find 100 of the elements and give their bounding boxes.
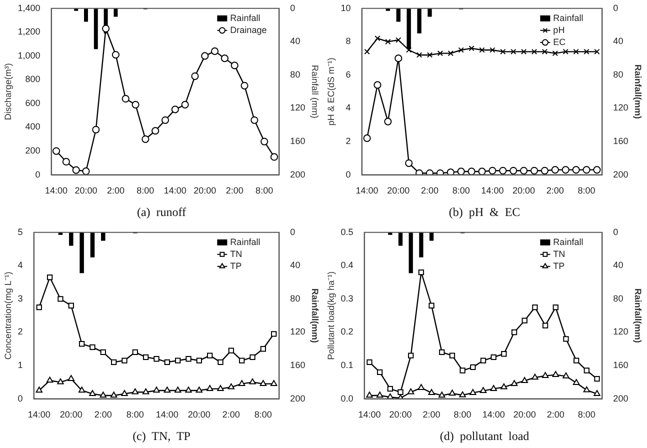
y-tick-label: 4 — [346, 102, 351, 113]
x-tick-label: 2:00 — [106, 186, 124, 196]
y-tick-label: 1 — [18, 360, 23, 370]
x-tick-label: 8:00 — [256, 186, 274, 196]
y-tick-label: 0 — [346, 169, 351, 180]
y-tick-label: 0.5 — [340, 226, 354, 237]
x-tick-label: 2:00 — [546, 186, 564, 196]
x-tick-label: 2:00 — [94, 410, 112, 420]
y2-axis-title: Rainfall(mm) — [633, 288, 644, 343]
x-tick-label: 20:00 — [513, 410, 536, 420]
text: (c) TN, TP — [132, 428, 191, 443]
x-tick-label: 14:00 — [28, 410, 50, 420]
x-tick-label: 8:00 — [136, 186, 154, 196]
x-tick-label: 8:00 — [578, 410, 596, 420]
y2-tick-label: 200 — [290, 169, 306, 180]
y2-tick-label: 160 — [290, 136, 306, 146]
y2-tick-label: 40 — [613, 260, 624, 270]
y2-tick-label: 200 — [290, 393, 306, 404]
y-tick-label: 400 — [25, 122, 40, 132]
y2-axis-title: Rainfall(mm) — [310, 288, 320, 343]
x-tick-label: 20:00 — [60, 410, 82, 420]
y2-tick-label: 0 — [290, 2, 296, 13]
y2-tick-label: 0 — [613, 2, 618, 13]
y-tick-label: 10 — [340, 2, 351, 13]
legend-label: Rainfall — [230, 236, 260, 247]
x-tick-label: 2:00 — [226, 186, 244, 196]
legend-label: Drainage — [230, 24, 267, 35]
y-tick-label: 0.0 — [340, 393, 354, 404]
legend-label: TN — [230, 248, 242, 259]
y2-tick-label: 160 — [290, 360, 306, 370]
legend-label: Rainfall — [230, 12, 260, 23]
y-axis-title: Concentration(mg L⁻¹) — [2, 272, 13, 360]
y-tick-label: 0.4 — [340, 260, 354, 270]
y2-tick-label: 80 — [613, 69, 624, 80]
x-tick-label: 20:00 — [387, 186, 410, 196]
legend-label: Rainfall — [553, 12, 584, 23]
y-tick-label: 1,000 — [18, 50, 40, 60]
text: (b) pH & EC — [448, 204, 520, 219]
x-tick-label: 8:00 — [452, 186, 470, 196]
y2-tick-label: 120 — [613, 326, 628, 337]
x-tick-label: 14:00 — [481, 186, 504, 196]
y-tick-label: 800 — [25, 74, 40, 84]
y-tick-label: 0 — [35, 169, 40, 180]
y-tick-label: 6 — [346, 69, 351, 80]
y-axis-title: Pollutant load(kg ha⁻¹) — [326, 271, 336, 360]
x-tick-label: 14:00 — [482, 410, 505, 420]
y2-tick-label: 200 — [613, 169, 628, 180]
x-tick-label: 14:00 — [45, 186, 68, 196]
x-tick-label: 14:00 — [356, 186, 378, 196]
y2-tick-label: 80 — [613, 293, 624, 304]
y-tick-label: 200 — [25, 146, 40, 156]
y2-tick-label: 80 — [290, 293, 300, 304]
x-tick-label: 8:00 — [454, 410, 472, 420]
legend-label: TP — [553, 260, 565, 271]
x-tick-label: 14:00 — [358, 410, 381, 420]
y-tick-label: 2 — [346, 136, 351, 146]
legend-label: EC — [553, 36, 566, 47]
y-axis-title: Discharge(m³) — [2, 63, 13, 120]
y-tick-label: 0.2 — [340, 326, 354, 337]
y2-tick-label: 40 — [613, 36, 624, 46]
legend-label: TP — [230, 260, 242, 271]
y-tick-label: 0.1 — [340, 360, 354, 370]
y-tick-label: 8 — [346, 36, 351, 46]
y2-tick-label: 120 — [613, 102, 628, 113]
x-tick-label: 20:00 — [194, 186, 216, 196]
y-tick-label: 1,200 — [18, 26, 40, 37]
y-tick-label: 600 — [25, 98, 40, 108]
x-tick-label: 8:00 — [578, 186, 596, 196]
y-tick-label: 0 — [18, 393, 23, 404]
y2-tick-label: 160 — [613, 136, 628, 146]
y2-tick-label: 120 — [290, 326, 306, 337]
text: (d) pollutant load — [440, 428, 530, 443]
y-tick-label: 1,400 — [18, 2, 40, 13]
y2-axis-title: Rainfall(mm) — [633, 64, 644, 119]
x-tick-label: 20:00 — [389, 410, 412, 420]
y-tick-label: 4 — [18, 260, 23, 270]
x-tick-label: 8:00 — [126, 410, 144, 420]
x-tick-label: 2:00 — [422, 410, 440, 420]
y-axis-title: pH & EC(dS m⁻¹) — [326, 58, 336, 126]
y2-tick-label: 0 — [613, 226, 618, 237]
x-tick-label: 20:00 — [188, 410, 210, 420]
y2-tick-label: 120 — [290, 102, 306, 113]
y-tick-label: 0.3 — [340, 293, 354, 304]
y2-axis-title: Rainfall (mm) — [310, 64, 320, 118]
y-tick-label: 3 — [18, 293, 23, 304]
y-tick-label: 2 — [18, 326, 23, 337]
legend-label: Rainfall — [553, 236, 584, 247]
y2-tick-label: 40 — [290, 36, 300, 46]
x-tick-label: 2:00 — [546, 410, 564, 420]
y2-tick-label: 200 — [613, 393, 628, 404]
y2-tick-label: 40 — [290, 260, 300, 270]
x-tick-label: 8:00 — [254, 410, 272, 420]
legend-label: pH — [553, 24, 565, 35]
y2-tick-label: 0 — [290, 226, 296, 237]
y2-tick-label: 80 — [290, 69, 300, 80]
y2-tick-label: 160 — [613, 360, 628, 370]
legend-label: TN — [553, 248, 566, 259]
text: (a) runoff — [136, 204, 186, 219]
x-tick-label: 20:00 — [512, 186, 536, 196]
x-tick-label: 20:00 — [74, 186, 98, 196]
